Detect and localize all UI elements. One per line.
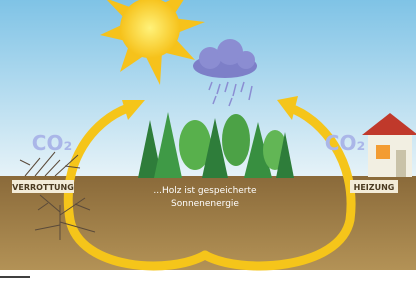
label-left: VERROTTUNG xyxy=(12,183,74,192)
border xyxy=(0,270,416,283)
caption-line: Sonnenenergie xyxy=(171,199,239,209)
co2-right: CO₂ xyxy=(325,131,365,155)
co2-cycle-illustration: CO₂ CO₂ VERROTTUNG HEIZUNG ...Holz ist g… xyxy=(0,0,416,283)
label-right: HEIZUNG xyxy=(354,183,395,192)
caption-line: ...Holz ist gespeicherte xyxy=(153,186,257,196)
co2-left: CO₂ xyxy=(32,131,72,155)
